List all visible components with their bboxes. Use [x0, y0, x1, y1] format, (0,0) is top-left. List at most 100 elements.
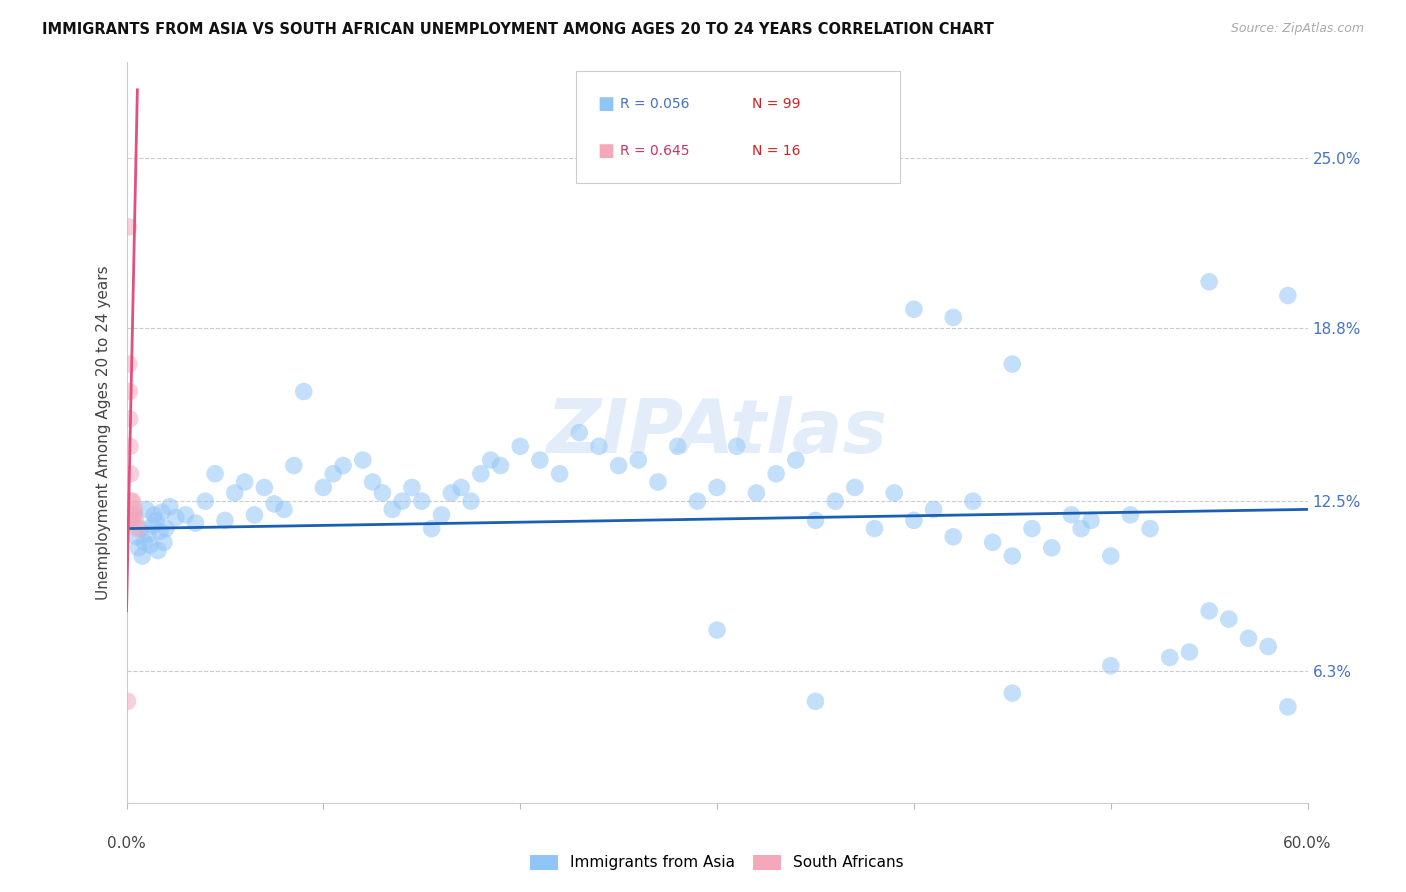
Text: ZIPAtlas: ZIPAtlas — [547, 396, 887, 469]
Point — [243, 508, 266, 522]
Legend: Immigrants from Asia, South Africans: Immigrants from Asia, South Africans — [524, 848, 910, 877]
Point — [184, 516, 207, 530]
Point — [118, 357, 141, 371]
Point — [117, 694, 139, 708]
Point — [962, 494, 984, 508]
Text: R = 0.056: R = 0.056 — [620, 96, 689, 111]
Text: N = 99: N = 99 — [752, 96, 800, 111]
Point — [529, 453, 551, 467]
Point — [627, 453, 650, 467]
Point — [120, 513, 142, 527]
Point — [204, 467, 226, 481]
Point — [706, 480, 728, 494]
Point — [136, 527, 159, 541]
Point — [942, 530, 965, 544]
Point — [1099, 658, 1122, 673]
Point — [122, 508, 145, 522]
Point — [1021, 522, 1043, 536]
Point — [1040, 541, 1063, 555]
Point — [135, 502, 157, 516]
Point — [588, 439, 610, 453]
Point — [844, 480, 866, 494]
Point — [1218, 612, 1240, 626]
Point — [1198, 275, 1220, 289]
Point — [1139, 522, 1161, 536]
Point — [283, 458, 305, 473]
Point — [124, 502, 146, 516]
Point — [391, 494, 413, 508]
Point — [120, 467, 142, 481]
Point — [146, 543, 169, 558]
Point — [1198, 604, 1220, 618]
Point — [129, 522, 152, 536]
Text: R = 0.645: R = 0.645 — [620, 144, 689, 158]
Point — [131, 549, 153, 563]
Point — [214, 513, 236, 527]
Point — [981, 535, 1004, 549]
Point — [686, 494, 709, 508]
Point — [134, 535, 156, 549]
Point — [785, 453, 807, 467]
Point — [745, 486, 768, 500]
Point — [174, 508, 197, 522]
Point — [1237, 632, 1260, 646]
Point — [118, 384, 141, 399]
Point — [120, 439, 142, 453]
Text: Source: ZipAtlas.com: Source: ZipAtlas.com — [1230, 22, 1364, 36]
Text: ■: ■ — [598, 142, 614, 160]
Point — [647, 475, 669, 489]
Point — [568, 425, 591, 440]
Point — [143, 508, 166, 522]
Point — [1119, 508, 1142, 522]
Point — [127, 541, 149, 555]
Point — [804, 513, 827, 527]
Point — [460, 494, 482, 508]
Point — [139, 538, 162, 552]
Point — [903, 513, 925, 527]
Point — [1257, 640, 1279, 654]
Point — [1001, 357, 1024, 371]
Point — [381, 502, 404, 516]
Point — [253, 480, 276, 494]
Point — [118, 412, 141, 426]
Point — [332, 458, 354, 473]
Point — [1001, 549, 1024, 563]
Point — [883, 486, 905, 500]
Point — [155, 522, 177, 536]
Point — [420, 522, 443, 536]
Point — [292, 384, 315, 399]
Point — [149, 524, 172, 539]
Point — [489, 458, 512, 473]
Point — [470, 467, 492, 481]
Point — [706, 623, 728, 637]
Point — [824, 494, 846, 508]
Point — [120, 508, 143, 522]
Point — [224, 486, 246, 500]
Point — [548, 467, 571, 481]
Point — [450, 480, 472, 494]
Point — [509, 439, 531, 453]
Point — [440, 486, 463, 500]
Point — [607, 458, 630, 473]
Point — [125, 530, 148, 544]
Point — [121, 494, 143, 508]
Point — [117, 219, 139, 234]
Point — [233, 475, 256, 489]
Y-axis label: Unemployment Among Ages 20 to 24 years: Unemployment Among Ages 20 to 24 years — [96, 265, 111, 600]
Point — [765, 467, 787, 481]
Point — [401, 480, 423, 494]
Point — [1159, 650, 1181, 665]
Point — [165, 510, 187, 524]
Point — [159, 500, 181, 514]
Text: IMMIGRANTS FROM ASIA VS SOUTH AFRICAN UNEMPLOYMENT AMONG AGES 20 TO 24 YEARS COR: IMMIGRANTS FROM ASIA VS SOUTH AFRICAN UN… — [42, 22, 994, 37]
Text: ■: ■ — [598, 95, 614, 112]
Point — [150, 505, 173, 519]
Point — [804, 694, 827, 708]
Point — [352, 453, 374, 467]
Point — [145, 513, 167, 527]
Point — [127, 522, 149, 536]
Point — [411, 494, 433, 508]
Point — [1001, 686, 1024, 700]
Point — [121, 513, 143, 527]
Text: N = 16: N = 16 — [752, 144, 800, 158]
